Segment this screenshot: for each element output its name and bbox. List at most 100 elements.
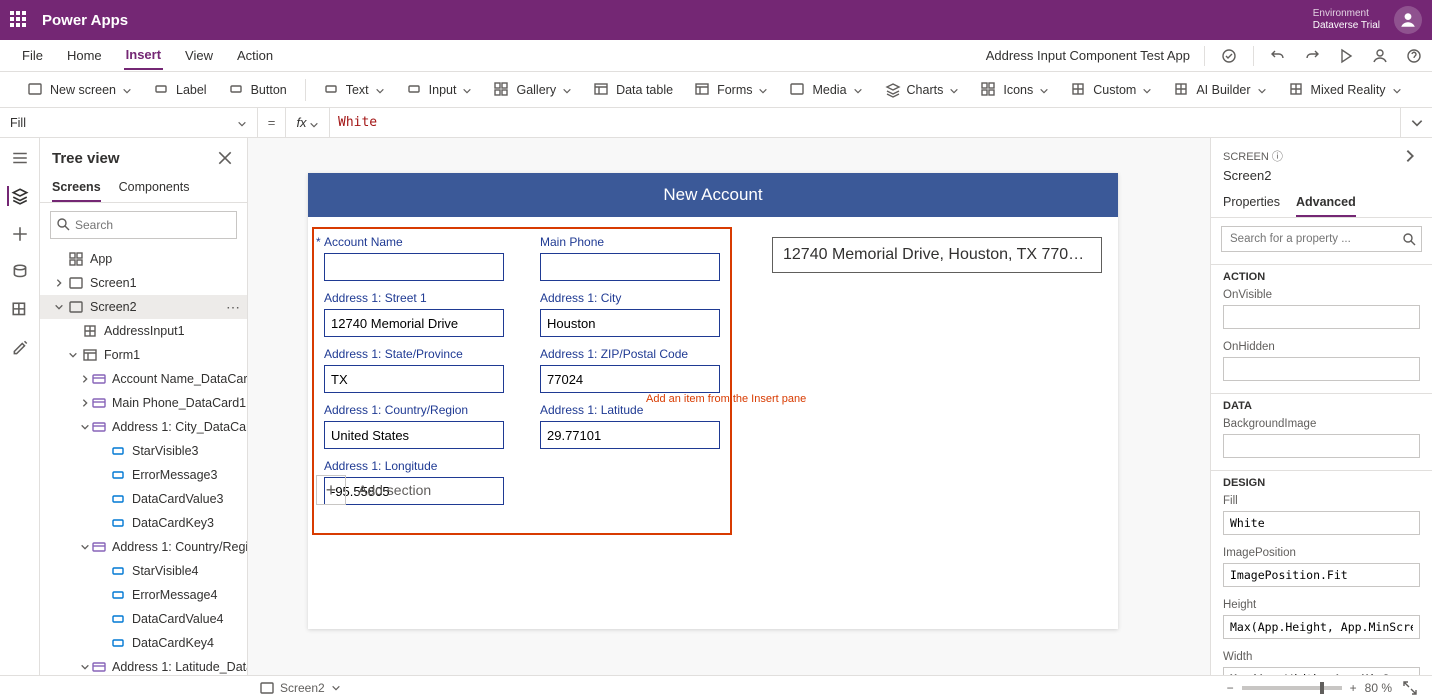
prop-input[interactable] (1223, 563, 1420, 587)
field-input[interactable] (540, 253, 720, 281)
tree-node[interactable]: Address 1: Country/Region_DataCard1 (40, 535, 247, 559)
prop-input[interactable] (1223, 305, 1420, 329)
tree-node[interactable]: StarVisible3 (40, 439, 247, 463)
tree-node-label: Address 1: Latitude_DataCard1 (112, 660, 247, 674)
user-avatar[interactable] (1394, 6, 1422, 34)
prop-input[interactable] (1223, 615, 1420, 639)
field-input[interactable] (540, 421, 720, 449)
tree-node[interactable]: DataCardValue3 (40, 487, 247, 511)
fit-icon[interactable] (1400, 678, 1420, 698)
menu-insert[interactable]: Insert (124, 41, 163, 70)
tree-node[interactable]: App (40, 247, 247, 271)
ribbon-data-table[interactable]: Data table (586, 78, 681, 102)
canvas-screen[interactable]: New Account Account NameMain PhoneAddres… (308, 173, 1118, 629)
rail-tools-icon[interactable] (10, 338, 30, 358)
ribbon-input[interactable]: Input (399, 78, 481, 102)
info-icon[interactable]: ⓘ (1272, 151, 1283, 163)
ctrl-icon (110, 443, 126, 459)
add-section-button[interactable]: + Add section (316, 475, 431, 505)
rail-insert-icon[interactable] (10, 224, 30, 244)
tree-search-input[interactable] (50, 211, 237, 239)
tree-node[interactable]: AddressInput1 (40, 319, 247, 343)
undo-icon[interactable] (1268, 46, 1288, 66)
fx-property-dropdown[interactable]: Fill (0, 108, 258, 137)
props-search-input[interactable] (1221, 226, 1422, 252)
ribbon-button[interactable]: Button (221, 78, 295, 102)
tree-node[interactable]: Form1 (40, 343, 247, 367)
tree-node[interactable]: Address 1: Latitude_DataCard1 (40, 655, 247, 675)
tree-node[interactable]: ErrorMessage4 (40, 583, 247, 607)
zoom-in-icon[interactable]: + (1350, 681, 1357, 695)
tree-node[interactable]: DataCardKey3 (40, 511, 247, 535)
field-input[interactable] (324, 253, 504, 281)
props-chevron-icon[interactable] (1400, 146, 1420, 166)
prop-input[interactable] (1223, 667, 1420, 675)
rail-data-icon[interactable] (10, 262, 30, 282)
ribbon-forms[interactable]: Forms (687, 78, 776, 102)
tree-node-label: DataCardValue3 (132, 492, 224, 506)
rail-hamburger-icon[interactable] (10, 148, 30, 168)
ribbon-gallery[interactable]: Gallery (486, 78, 580, 102)
tree-node-label: StarVisible4 (132, 564, 198, 578)
more-icon[interactable]: ⋯ (226, 299, 241, 316)
tree-node[interactable]: StarVisible4 (40, 559, 247, 583)
menu-action[interactable]: Action (235, 42, 275, 69)
zoom-slider[interactable] (1242, 686, 1342, 690)
prop-input[interactable] (1223, 511, 1420, 535)
ribbon-mixed-reality[interactable]: Mixed Reality (1281, 78, 1410, 102)
ctrl-icon (110, 467, 126, 483)
tree-node[interactable]: ErrorMessage3 (40, 463, 247, 487)
environment-picker[interactable]: Environment Dataverse Trial (1313, 8, 1380, 32)
tree-node[interactable]: DataCardKey4 (40, 631, 247, 655)
rail-tree-icon[interactable] (7, 186, 31, 206)
tree-node[interactable]: Main Phone_DataCard1 (40, 391, 247, 415)
fx-value-input[interactable]: White (330, 108, 1400, 137)
play-icon[interactable] (1336, 46, 1356, 66)
tree-tab-screens[interactable]: Screens (52, 174, 101, 202)
menu-file[interactable]: File (20, 42, 45, 69)
breadcrumb[interactable]: Screen2 (260, 681, 341, 695)
field-input[interactable] (324, 309, 504, 337)
prop-input[interactable] (1223, 357, 1420, 381)
rail-media-icon[interactable] (10, 300, 30, 320)
field-input[interactable] (324, 365, 504, 393)
ribbon-new-screen[interactable]: New screen (20, 78, 140, 102)
canvas-area[interactable]: New Account Account NameMain PhoneAddres… (248, 138, 1210, 675)
props-tab-advanced[interactable]: Advanced (1296, 189, 1356, 217)
ribbon-text[interactable]: Text (316, 78, 393, 102)
fx-expand-icon[interactable] (1400, 108, 1432, 137)
help-icon[interactable] (1404, 46, 1424, 66)
tree-node[interactable]: Account Name_DataCard1 (40, 367, 247, 391)
menu-home[interactable]: Home (65, 42, 104, 69)
props-tab-properties[interactable]: Properties (1223, 189, 1280, 217)
tree-node[interactable]: Screen1 (40, 271, 247, 295)
tree-close-icon[interactable] (215, 148, 235, 168)
app-launcher-icon[interactable] (10, 11, 28, 29)
field-input[interactable] (324, 421, 504, 449)
tree-node[interactable]: Screen2⋯ (40, 295, 247, 319)
tree-tab-components[interactable]: Components (119, 174, 190, 202)
app-title[interactable]: Address Input Component Test App (986, 48, 1190, 63)
fx-label[interactable]: fx (286, 108, 330, 137)
ribbon-custom[interactable]: Custom (1063, 78, 1160, 102)
zoom-out-icon[interactable]: − (1227, 681, 1234, 695)
ribbon-charts[interactable]: Charts (877, 78, 968, 102)
share-icon[interactable] (1370, 46, 1390, 66)
field-input[interactable] (540, 309, 720, 337)
ribbon-label[interactable]: Label (146, 78, 215, 102)
ribbon-ai-builder[interactable]: AI Builder (1166, 78, 1274, 102)
redo-icon[interactable] (1302, 46, 1322, 66)
tree-node[interactable]: DataCardValue4 (40, 607, 247, 631)
prop-input[interactable] (1223, 434, 1420, 458)
app-checker-icon[interactable] (1219, 46, 1239, 66)
tree-node-label: DataCardKey3 (132, 516, 214, 530)
props-section-header: ACTION (1211, 264, 1432, 285)
ribbon-media[interactable]: Media (782, 78, 870, 102)
address-preview[interactable]: 12740 Memorial Drive, Houston, TX 770… (772, 237, 1102, 273)
field-input[interactable] (540, 365, 720, 393)
tree-node[interactable]: Address 1: City_DataCard1 (40, 415, 247, 439)
search-icon (56, 217, 70, 231)
ribbon-icons[interactable]: Icons (973, 78, 1057, 102)
zoom-controls[interactable]: − + 80 % (1227, 678, 1420, 698)
menu-view[interactable]: View (183, 42, 215, 69)
